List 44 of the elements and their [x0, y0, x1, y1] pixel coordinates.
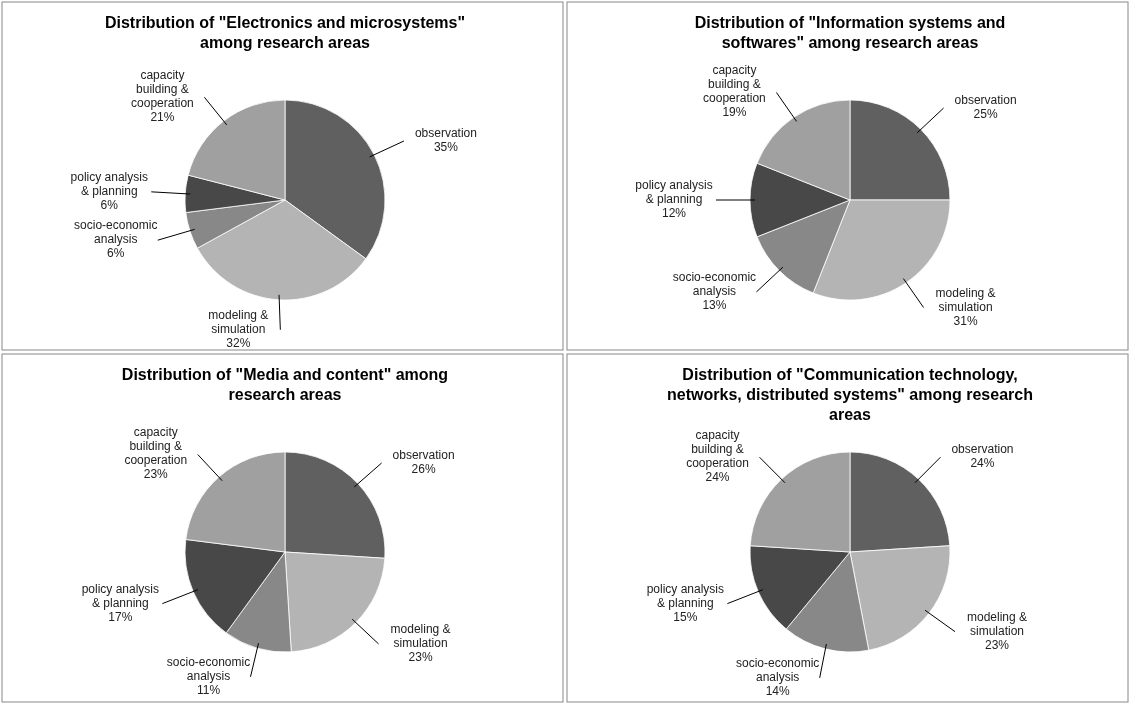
- slice-label: modeling & simulation: [208, 307, 269, 336]
- slice-label: policy analysis & planning: [70, 169, 148, 198]
- data-label: 35%: [433, 139, 459, 154]
- slice-label: modeling & simulation: [935, 285, 996, 314]
- slice-label: policy analysis & planning: [635, 178, 713, 206]
- slice-label: observation: [414, 125, 477, 140]
- data-label: 24%: [705, 470, 730, 485]
- chart-title: Distribution of "Information systems and softwares" among research areas: [694, 14, 1006, 51]
- data-label: 14%: [765, 683, 791, 698]
- slice-label: socio-economic analysis: [166, 654, 251, 683]
- slice-label: policy analysis & planning: [646, 581, 725, 610]
- slice-label: socio-economic analysis: [74, 218, 158, 247]
- slice-label: policy analysis & planning: [81, 581, 160, 610]
- data-label: 32%: [226, 335, 251, 350]
- data-label: 24%: [970, 456, 995, 471]
- data-label: 31%: [953, 313, 978, 328]
- data-label: 17%: [108, 609, 133, 624]
- chart-title: Distribution of "Communication technology, networks, distributed systems" among research areas: [667, 366, 1033, 423]
- data-label: 23%: [143, 467, 169, 482]
- slice-label: capacity building & cooperation: [686, 428, 749, 471]
- slice-label: capacity building & cooperation: [124, 425, 188, 468]
- data-label: 15%: [673, 609, 698, 624]
- data-label: 23%: [985, 637, 1010, 652]
- slice-label: modeling & simulation: [390, 621, 451, 650]
- data-label: 6%: [100, 197, 119, 212]
- data-label: 12%: [661, 206, 687, 220]
- slice-label: modeling & simulation: [967, 609, 1028, 638]
- slice-label: observation: [954, 93, 1017, 108]
- slice-label: observation: [392, 448, 455, 463]
- data-label: 6%: [107, 246, 125, 261]
- data-label: 21%: [150, 110, 175, 125]
- slice-label: capacity building & cooperation: [703, 63, 766, 106]
- data-label: 13%: [702, 297, 727, 312]
- chart-title: Distribution of "Media and content" among research areas: [121, 366, 449, 403]
- data-label: 23%: [408, 649, 433, 664]
- chart-title: Distribution of "Electronics and microsystems" among research areas: [104, 14, 466, 51]
- slice-label: socio-economic analysis: [735, 655, 820, 684]
- slice-label: capacity building & cooperation: [131, 68, 194, 111]
- data-label: 11%: [196, 682, 221, 697]
- slice-label: observation: [951, 442, 1014, 457]
- data-label: 19%: [722, 105, 747, 120]
- slice-label: socio-economic analysis: [672, 269, 757, 298]
- data-label: 25%: [973, 107, 998, 122]
- data-label: 26%: [411, 462, 436, 477]
